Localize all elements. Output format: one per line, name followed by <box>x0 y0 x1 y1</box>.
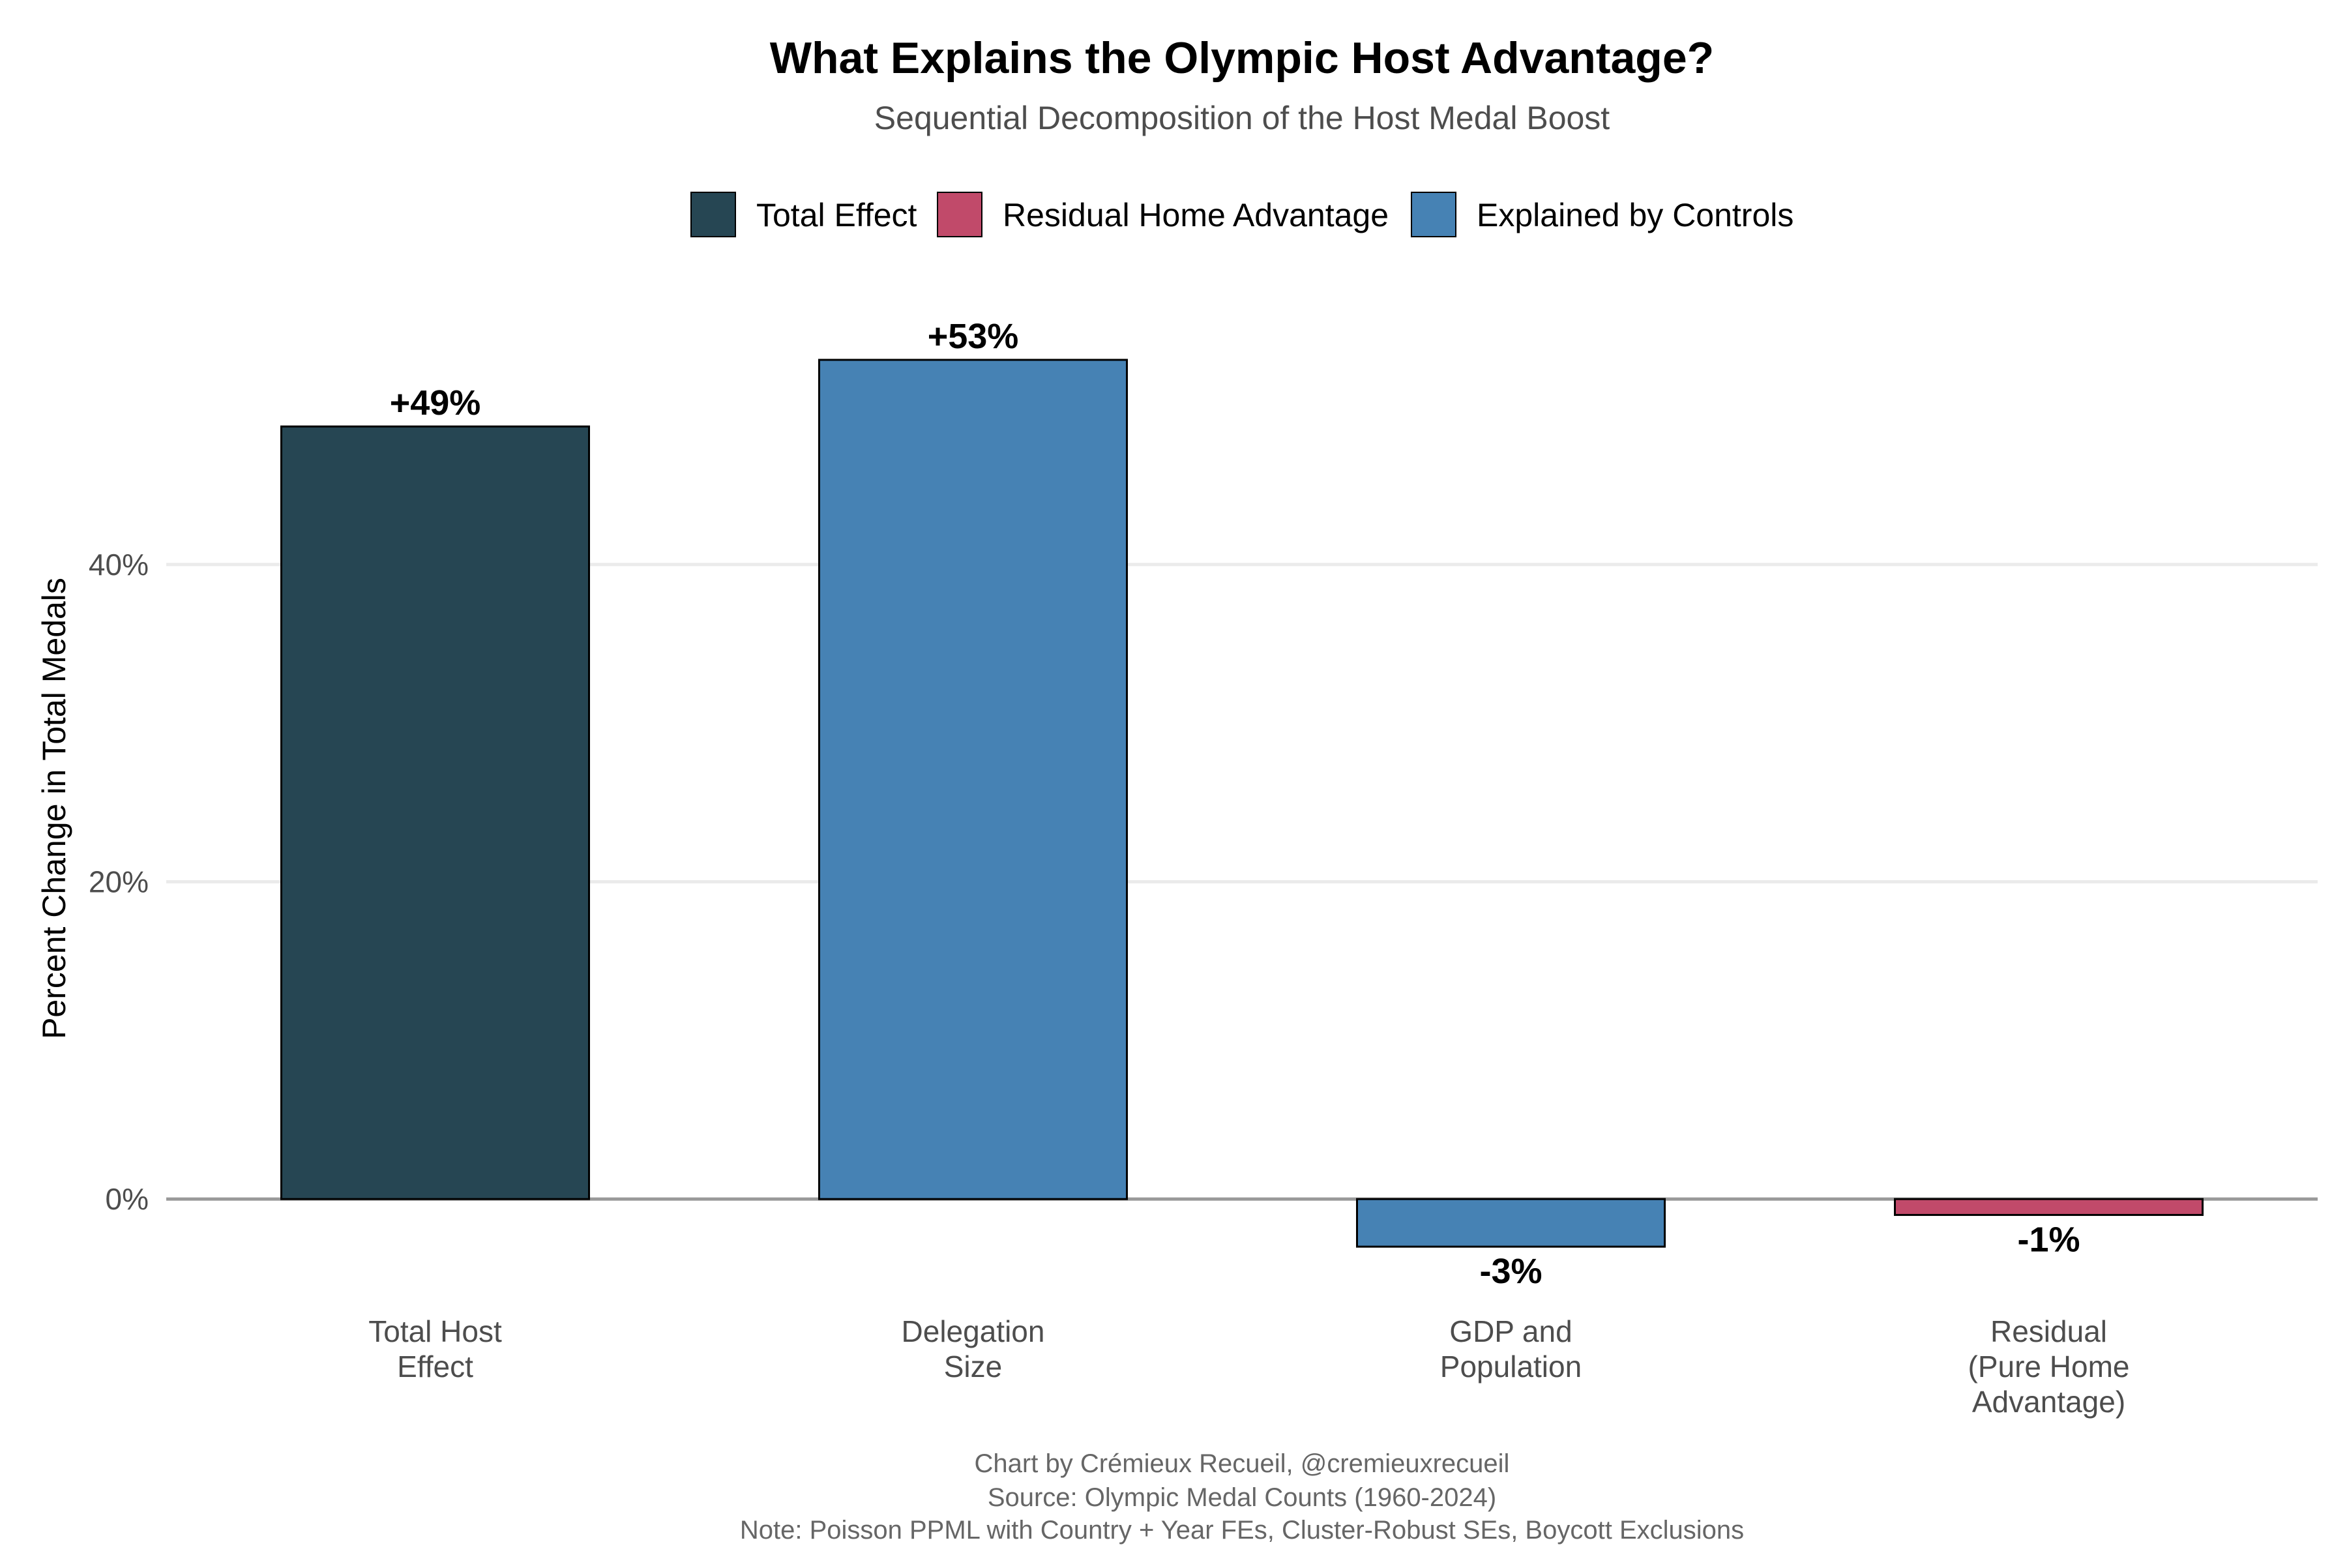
legend-swatch-residual <box>937 192 982 237</box>
x-tick-label-residual-pure-home-advantage-2: Advantage) <box>1972 1385 2125 1419</box>
bar-residual-pure-home-advantage <box>1894 1198 2204 1216</box>
y-tick-label-40: 40% <box>89 548 149 582</box>
chart-title: What Explains the Olympic Host Advantage… <box>770 33 1714 83</box>
bar-total-host-effect <box>280 425 590 1200</box>
x-tick-label-delegation-size-1: Size <box>944 1350 1002 1383</box>
chart-subtitle: Sequential Decomposition of the Host Med… <box>874 100 1610 136</box>
data-label-gdp-and-population: -3% <box>1479 1252 1542 1291</box>
data-labels: +49% +53% -3% -1% <box>390 317 2080 1291</box>
legend-swatch-explained <box>1411 192 1456 237</box>
data-label-total-host-effect: +49% <box>390 383 481 422</box>
bar-gdp-and-population <box>1356 1198 1666 1248</box>
x-tick-label-gdp-and-population-0: GDP and <box>1449 1314 1572 1348</box>
x-tick-label-gdp-and-population-1: Population <box>1440 1350 1582 1383</box>
y-axis-ticks: 0% 20% 40% <box>89 548 149 1216</box>
legend-swatch-total-effect <box>690 192 736 237</box>
x-tick-label-total-host-effect-1: Effect <box>397 1350 473 1383</box>
y-axis-title: Percent Change in Total Medals <box>36 578 72 1039</box>
caption-note: Note: Poisson PPML with Country + Year F… <box>740 1516 1744 1545</box>
x-tick-label-residual-pure-home-advantage-1: (Pure Home <box>1968 1350 2130 1383</box>
y-tick-label-20: 20% <box>89 865 149 898</box>
data-label-residual-pure-home-advantage: -1% <box>2017 1220 2080 1259</box>
y-tick-label-0: 0% <box>106 1182 149 1216</box>
x-tick-label-delegation-size-0: Delegation <box>902 1314 1045 1348</box>
bar-delegation-size <box>818 359 1128 1200</box>
caption-credit: Chart by Crémieux Recueil, @cremieuxrecu… <box>975 1449 1510 1478</box>
legend-label-total-effect: Total Effect <box>756 197 917 233</box>
caption: Chart by Crémieux Recueil, @cremieuxrecu… <box>740 1449 1744 1545</box>
legend-label-residual: Residual Home Advantage <box>1003 197 1389 233</box>
caption-source: Source: Olympic Medal Counts (1960-2024) <box>988 1483 1496 1512</box>
x-tick-label-residual-pure-home-advantage-0: Residual <box>1990 1314 2107 1348</box>
legend-label-explained: Explained by Controls <box>1477 197 1793 233</box>
bars <box>280 359 2204 1248</box>
legend: Total Effect Residual Home Advantage Exp… <box>690 192 1793 237</box>
x-tick-label-total-host-effect-0: Total Host <box>368 1314 502 1348</box>
data-label-delegation-size: +53% <box>928 317 1019 356</box>
